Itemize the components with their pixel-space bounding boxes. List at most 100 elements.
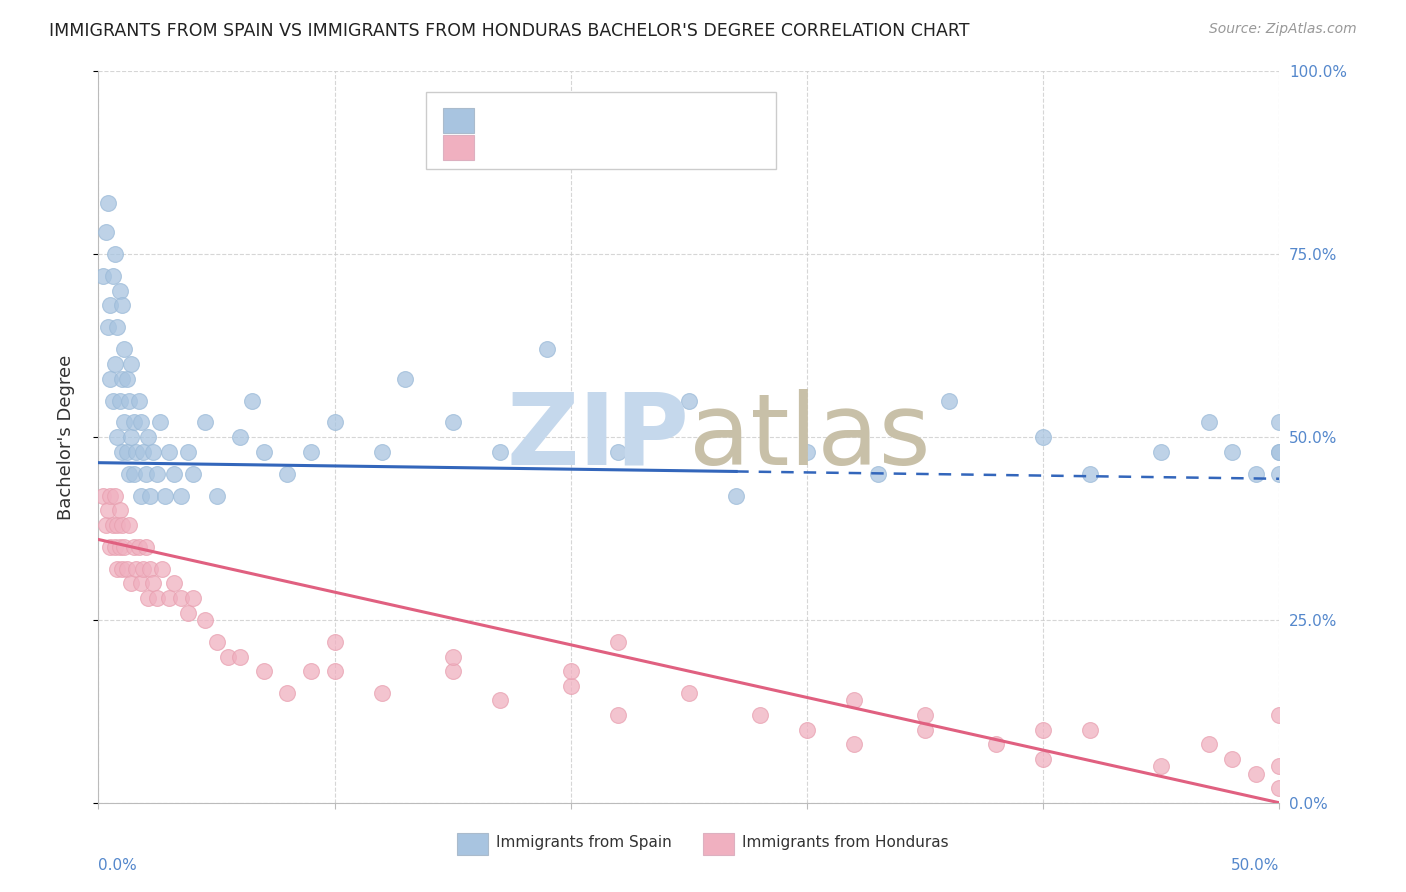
Point — [938, 393, 960, 408]
Point — [112, 416, 135, 430]
Point — [1032, 430, 1054, 444]
Point — [844, 693, 866, 707]
Point — [170, 489, 193, 503]
Point — [1268, 444, 1291, 458]
Text: N =: N = — [616, 140, 647, 155]
Point — [112, 540, 135, 554]
Point — [108, 540, 131, 554]
Point — [163, 576, 186, 591]
Point — [914, 723, 936, 737]
Point — [149, 416, 172, 430]
Point — [91, 269, 114, 284]
Point — [299, 444, 322, 458]
Point — [177, 444, 200, 458]
Point — [111, 517, 134, 532]
Point — [1198, 416, 1220, 430]
Point — [150, 562, 173, 576]
Point — [125, 562, 148, 576]
Text: N =: N = — [616, 112, 647, 127]
Point — [1220, 752, 1243, 766]
Point — [194, 416, 217, 430]
Point — [1150, 759, 1173, 773]
Point — [1244, 766, 1267, 780]
Point — [394, 371, 416, 385]
Point — [125, 444, 148, 458]
Point — [121, 576, 143, 591]
Point — [94, 225, 117, 239]
Point — [205, 489, 228, 503]
Text: atlas: atlas — [689, 389, 931, 485]
Text: -0.011: -0.011 — [534, 112, 592, 127]
Point — [115, 444, 138, 458]
Point — [1198, 737, 1220, 751]
Point — [98, 489, 121, 503]
Point — [98, 540, 121, 554]
Point — [132, 562, 155, 576]
Point — [489, 693, 512, 707]
Point — [796, 723, 818, 737]
Point — [111, 371, 134, 385]
Point — [101, 393, 124, 408]
Point — [157, 591, 180, 605]
Text: -0.445: -0.445 — [534, 140, 592, 155]
Point — [111, 444, 134, 458]
Point — [118, 467, 141, 481]
Point — [101, 269, 124, 284]
Point — [122, 416, 145, 430]
Point — [97, 320, 120, 334]
Point — [678, 393, 700, 408]
Point — [136, 430, 159, 444]
Point — [170, 591, 193, 605]
Point — [441, 416, 464, 430]
Text: R =: R = — [482, 112, 512, 127]
Point — [253, 444, 276, 458]
Text: Immigrants from Spain: Immigrants from Spain — [496, 836, 672, 850]
Point — [1080, 723, 1102, 737]
Point — [205, 635, 228, 649]
Point — [1268, 759, 1291, 773]
Point — [94, 517, 117, 532]
Point — [108, 503, 131, 517]
Point — [108, 284, 131, 298]
Point — [105, 562, 128, 576]
Point — [128, 540, 150, 554]
Point — [253, 664, 276, 678]
Point — [97, 503, 120, 517]
Point — [560, 679, 582, 693]
Text: 50.0%: 50.0% — [1232, 858, 1279, 872]
Point — [796, 444, 818, 458]
Point — [229, 430, 252, 444]
Point — [91, 489, 114, 503]
Point — [139, 562, 162, 576]
Point — [142, 576, 165, 591]
Point — [194, 613, 217, 627]
Point — [157, 444, 180, 458]
Text: 69: 69 — [661, 140, 683, 155]
Point — [1268, 444, 1291, 458]
Point — [1268, 416, 1291, 430]
Text: 0.0%: 0.0% — [98, 858, 138, 872]
Point — [181, 591, 204, 605]
Point — [914, 708, 936, 723]
Point — [104, 357, 127, 371]
Point — [607, 635, 630, 649]
Point — [725, 489, 748, 503]
Point — [104, 540, 127, 554]
Point — [441, 664, 464, 678]
Point — [115, 562, 138, 576]
Point — [98, 371, 121, 385]
Point — [129, 416, 152, 430]
Point — [104, 247, 127, 261]
Point — [122, 467, 145, 481]
Point — [163, 467, 186, 481]
Point — [276, 686, 298, 700]
Point — [323, 664, 346, 678]
Point — [984, 737, 1007, 751]
Point — [122, 540, 145, 554]
Point — [153, 489, 176, 503]
Point — [135, 467, 157, 481]
Point — [115, 371, 138, 385]
Point — [97, 196, 120, 211]
Point — [240, 393, 263, 408]
Point — [607, 444, 630, 458]
